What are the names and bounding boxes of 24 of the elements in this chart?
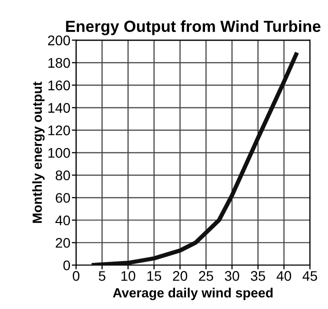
y-tick-label: 60 <box>56 192 70 203</box>
y-tick-label: 40 <box>55 215 70 226</box>
x-tick-label: 35 <box>250 271 266 281</box>
x-tick-label: 15 <box>147 271 162 281</box>
y-tick-label: 120 <box>48 125 70 136</box>
x-tick-label: 20 <box>173 271 188 281</box>
x-tick-label: 0 <box>72 271 80 281</box>
y-tick-label: 20 <box>56 238 70 248</box>
x-tick-label: 30 <box>224 271 240 281</box>
chart-title: Energy Output from Wind Turbine <box>66 20 320 36</box>
y-tick-label: 180 <box>48 58 70 68</box>
y-tick-label: 0 <box>63 260 70 270</box>
x-tick-label: 45 <box>302 271 318 281</box>
y-tick-label: 80 <box>56 170 70 180</box>
x-tick-label: 10 <box>121 271 136 281</box>
x-axis-title: Average daily wind speed <box>112 288 273 300</box>
x-tick-label: 25 <box>198 271 214 281</box>
x-tick-label: 40 <box>276 271 292 281</box>
y-tick-label: 100 <box>48 148 70 158</box>
y-tick-label: 140 <box>48 102 70 113</box>
y-axis-title: Monthly energy output <box>32 82 45 223</box>
y-tick-label: 160 <box>48 80 70 90</box>
x-tick-label: 5 <box>98 271 106 281</box>
y-tick-label: 200 <box>48 36 70 46</box>
